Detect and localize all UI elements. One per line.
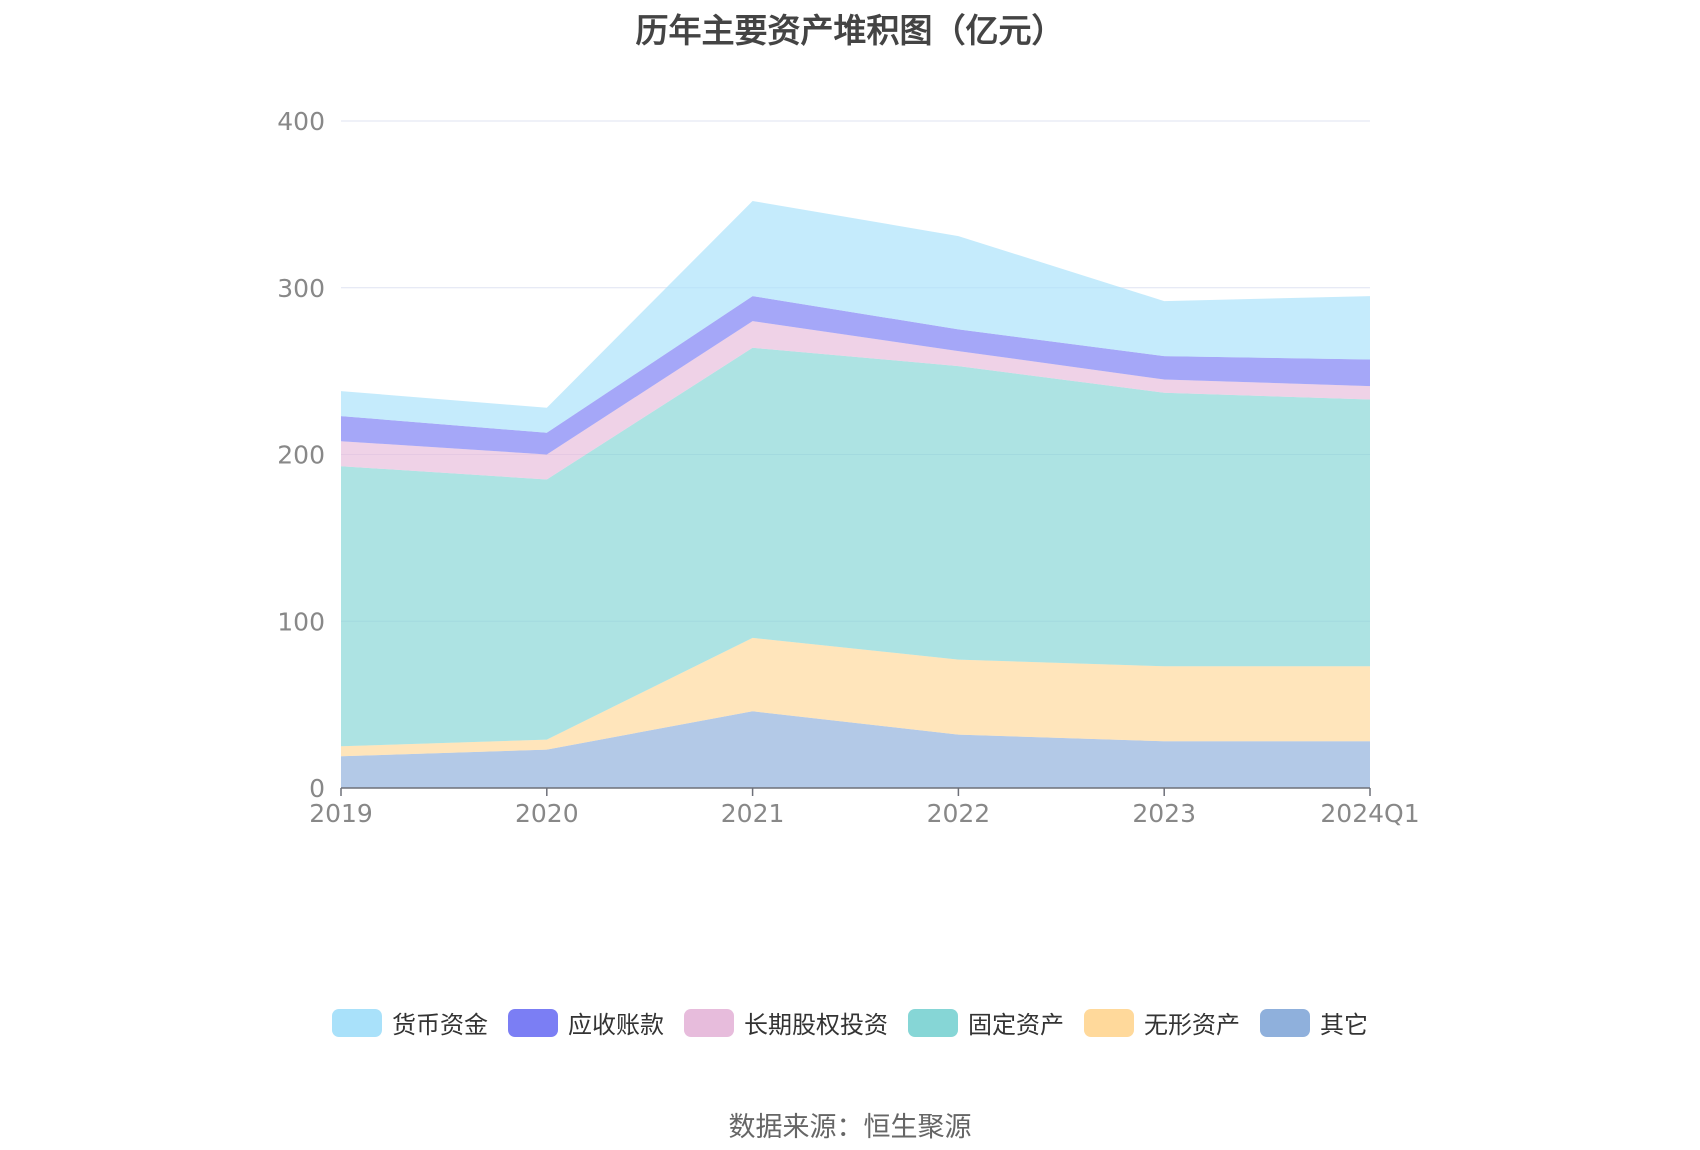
legend-swatch [684, 1008, 734, 1037]
legend-label: 应收账款 [568, 1011, 664, 1039]
legend-item[interactable]: 固定资产 [908, 1005, 1064, 1040]
y-tick-label: 0 [309, 774, 325, 803]
chart-title: 历年主要资产堆积图（亿元） [635, 11, 1065, 50]
x-tick-label: 2023 [1132, 799, 1196, 828]
legend-label: 货币资金 [392, 1011, 488, 1039]
legend-swatch [1084, 1008, 1134, 1037]
y-tick-label: 200 [277, 441, 325, 470]
legend-label: 固定资产 [968, 1011, 1064, 1039]
axes: 0 100 200 300 400 2019 2020 2021 2022 2023 2024Q1 [277, 107, 1419, 828]
stacked-areas [341, 201, 1370, 788]
legend-label: 长期股权投资 [744, 1011, 888, 1039]
legend-item[interactable]: 其它 [1260, 1005, 1368, 1040]
area-series-其它 [341, 711, 1370, 788]
legend-item[interactable]: 长期股权投资 [684, 1005, 888, 1040]
x-tick-label: 2019 [309, 799, 373, 828]
chart-plot: 0 100 200 300 400 2019 2020 2021 2022 2023 2024Q1 [277, 107, 1419, 828]
x-tick-label: 2020 [515, 799, 579, 828]
legend-item[interactable]: 无形资产 [1084, 1005, 1240, 1040]
legend-item[interactable]: 货币资金 [332, 1005, 488, 1040]
legend-swatch [508, 1008, 558, 1037]
legend-swatch [1260, 1008, 1310, 1037]
x-tick-label: 2021 [721, 799, 785, 828]
area-series-无形资产 [341, 637, 1370, 757]
legend-label: 无形资产 [1144, 1011, 1240, 1039]
legend-item[interactable]: 应收账款 [508, 1005, 664, 1040]
area-series-应收账款 [341, 296, 1370, 455]
data-source-note: 数据来源：恒生聚源 [728, 1112, 972, 1143]
legend: 货币资金 应收账款 长期股权投资 固定资产 无形资产 其它 [0, 1005, 1700, 1040]
area-series-长期股权投资 [341, 321, 1370, 480]
area-series-固定资产 [341, 347, 1370, 747]
legend-label: 其它 [1320, 1011, 1368, 1039]
y-tick-label: 400 [277, 107, 325, 136]
x-tick-label: 2024Q1 [1320, 799, 1419, 828]
legend-swatch [332, 1008, 382, 1037]
legend-swatch [908, 1008, 958, 1037]
y-tick-label: 100 [277, 607, 325, 636]
x-tick-label: 2022 [927, 799, 991, 828]
y-tick-label: 300 [277, 274, 325, 303]
area-series-货币资金 [341, 201, 1370, 433]
